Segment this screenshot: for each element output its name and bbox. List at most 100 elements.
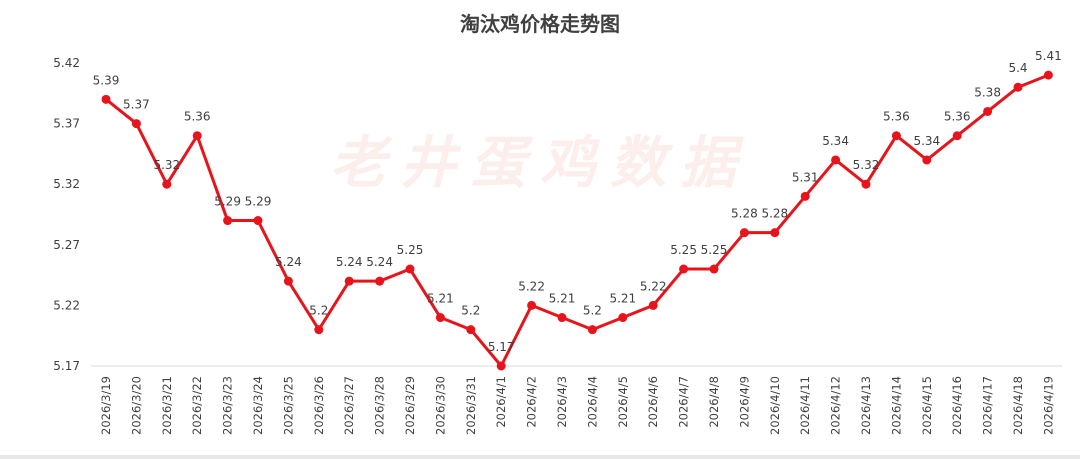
data-point	[527, 300, 537, 310]
data-point	[1013, 82, 1023, 92]
data-point	[709, 264, 719, 274]
data-point	[375, 276, 385, 286]
data-point	[679, 264, 689, 274]
data-label: 5.37	[123, 98, 150, 112]
data-label: 5.39	[93, 73, 120, 87]
data-point	[314, 325, 324, 335]
x-tick-label: 2026/4/2	[525, 376, 539, 428]
data-label: 5.21	[549, 292, 576, 306]
data-point	[162, 179, 172, 189]
x-tick-label: 2026/3/19	[99, 376, 113, 435]
data-label: 5.36	[944, 110, 971, 124]
x-tick-label: 2026/3/22	[190, 376, 204, 435]
data-label: 5.2	[309, 304, 328, 318]
data-point	[466, 325, 476, 335]
data-point	[952, 131, 962, 141]
data-point	[283, 276, 293, 286]
data-point	[891, 131, 901, 141]
data-label: 5.24	[366, 255, 393, 269]
data-point	[739, 228, 749, 238]
x-tick-label: 2026/4/6	[646, 376, 660, 428]
x-tick-label: 2026/4/16	[950, 376, 964, 435]
data-point	[983, 106, 993, 116]
x-tick-label: 2026/3/25	[281, 376, 295, 435]
x-tick-label: 2026/4/10	[768, 376, 782, 435]
data-point	[344, 276, 354, 286]
data-label: 5.21	[427, 292, 454, 306]
data-point	[253, 216, 263, 226]
x-tick-label: 2026/3/26	[312, 376, 326, 435]
data-point	[770, 228, 780, 238]
data-label: 5.29	[214, 195, 241, 209]
x-tick-label: 2026/3/29	[403, 376, 417, 435]
y-tick-label: 5.17	[53, 359, 80, 373]
y-tick-label: 5.37	[53, 117, 80, 131]
data-point	[192, 131, 202, 141]
data-label: 5.29	[245, 195, 272, 209]
x-tick-label: 2026/3/27	[342, 376, 356, 435]
data-label: 5.25	[701, 243, 728, 257]
data-point	[800, 191, 810, 201]
x-tick-label: 2026/4/7	[677, 376, 691, 428]
data-label: 5.32	[853, 158, 880, 172]
data-point	[131, 119, 141, 129]
x-tick-label: 2026/3/24	[251, 376, 265, 435]
x-tick-label: 2026/4/5	[616, 376, 630, 428]
bottom-divider	[0, 455, 1080, 459]
series-line	[105, 73, 1049, 368]
x-tick-label: 2026/4/9	[737, 376, 751, 428]
data-point	[405, 264, 415, 274]
data-label: 5.41	[1035, 49, 1062, 63]
data-point	[101, 94, 111, 104]
x-tick-label: 2026/4/19	[1041, 376, 1055, 435]
x-tick-label: 2026/3/23	[221, 376, 235, 435]
x-tick-label: 2026/4/14	[889, 376, 903, 435]
data-label: 5.36	[184, 110, 211, 124]
data-point	[1043, 70, 1053, 80]
data-point	[922, 155, 932, 165]
data-label: 5.24	[336, 255, 363, 269]
data-label: 5.4	[1008, 61, 1027, 75]
data-label: 5.21	[609, 292, 636, 306]
data-point	[648, 300, 658, 310]
chart-title: 淘汰鸡价格走势图	[460, 12, 620, 36]
watermark-text: 老井蛋鸡数据	[330, 130, 750, 196]
x-tick-label: 2026/4/11	[798, 376, 812, 435]
y-tick-label: 5.22	[53, 298, 80, 312]
data-label: 5.22	[518, 279, 545, 293]
x-tick-label: 2026/3/28	[373, 376, 387, 435]
data-label: 5.24	[275, 255, 302, 269]
data-point	[831, 155, 841, 165]
data-label: 5.17	[488, 340, 515, 354]
y-tick-label: 5.42	[53, 56, 80, 70]
data-label: 5.22	[640, 279, 667, 293]
data-point	[587, 325, 597, 335]
data-label: 5.36	[883, 110, 910, 124]
x-tick-label: 2026/4/1	[494, 376, 508, 428]
x-tick-label: 2026/4/8	[707, 376, 721, 428]
x-tick-label: 2026/4/4	[585, 376, 599, 428]
data-label: 5.25	[670, 243, 697, 257]
data-label: 5.34	[822, 134, 849, 148]
data-point	[223, 216, 233, 226]
x-tick-label: 2026/3/21	[160, 376, 174, 435]
y-tick-label: 5.32	[53, 177, 80, 191]
x-tick-label: 2026/4/17	[981, 376, 995, 435]
x-tick-label: 2026/4/13	[859, 376, 873, 435]
x-tick-label: 2026/3/20	[129, 376, 143, 435]
x-tick-label: 2026/3/30	[433, 376, 447, 435]
data-point	[435, 313, 445, 323]
x-tick-label: 2026/4/18	[1011, 376, 1025, 435]
data-label: 5.32	[153, 158, 180, 172]
data-label: 5.2	[461, 304, 480, 318]
data-label: 5.28	[731, 207, 758, 221]
x-tick-label: 2026/4/15	[920, 376, 934, 435]
data-point	[496, 361, 506, 371]
data-label: 5.34	[913, 134, 940, 148]
y-tick-label: 5.27	[53, 238, 80, 252]
data-point	[557, 313, 567, 323]
x-tick-label: 2026/3/31	[464, 376, 478, 435]
data-label: 5.25	[397, 243, 424, 257]
